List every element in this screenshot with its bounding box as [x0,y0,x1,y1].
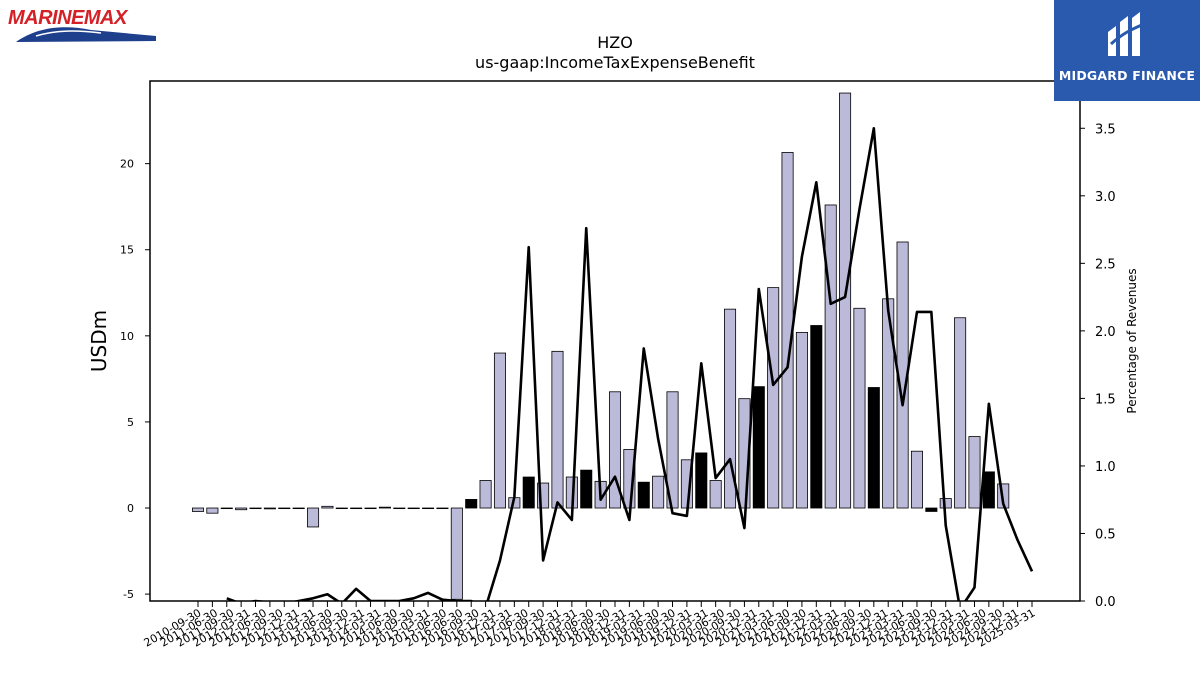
y-tick-label: 0 [127,502,134,515]
bar [695,452,708,509]
bar [235,507,248,511]
company-logo: MARINEMAX [8,7,156,42]
plot-frame [149,80,1081,602]
bar [191,507,205,512]
y-right-tick-label: 0.0 [1095,595,1116,610]
bar [263,507,276,510]
bar [335,507,348,510]
bar [839,92,852,509]
bar [810,325,823,509]
bar [652,475,665,509]
company-logo-text: MARINEMAX [8,7,129,29]
bar [307,507,320,528]
chart-title: HZO [597,33,633,52]
bar [925,507,938,512]
bar [422,507,435,510]
y-tick-label: -5 [123,588,134,601]
bar [206,507,219,514]
bar [436,507,449,510]
bar [709,480,722,509]
bar [292,507,305,510]
bar [479,480,492,509]
y-axis-right-label: Percentage of Revenues [1125,268,1139,413]
y-right-tick-label: 2.0 [1095,325,1116,340]
bar [910,450,923,509]
series-line [226,126,1034,601]
bar [465,499,478,509]
y-right-tick-label: 1.5 [1095,392,1116,407]
bar [637,481,650,509]
bar [968,436,981,509]
y-right-tick-label: 3.5 [1095,122,1116,137]
bar [867,387,880,509]
y-tick-label: 20 [120,158,134,171]
bar [522,476,535,509]
y-right-tick-label: 0.5 [1095,527,1116,542]
bar [278,507,291,510]
bar [724,308,737,509]
bar [220,507,233,510]
bar [450,507,463,600]
bar [537,482,550,509]
bar [767,287,780,509]
y-axis-label: USDm [87,310,111,372]
bar [752,386,765,509]
bar [853,307,866,509]
y-right-tick-label: 2.5 [1095,257,1116,272]
y-tick-label: 15 [120,244,134,257]
bar [824,204,837,509]
y-right-tick-label: 1.0 [1095,460,1116,475]
midgard-finance-badge: MIDGARD FINANCE [1054,0,1200,101]
y-right-tick-label: 3.0 [1095,190,1116,205]
badge-text: MIDGARD FINANCE [1058,68,1196,83]
y-tick-label: 10 [120,330,134,343]
bar [608,391,622,509]
bar [795,331,808,509]
chart-subtitle: us-gaap:IncomeTaxExpenseBenefit [475,53,755,72]
bar [407,507,420,510]
wave-icon [16,27,156,42]
bar [378,506,391,509]
bar [580,469,593,509]
bar [350,507,363,510]
bar [954,317,967,509]
bar [551,350,564,509]
bar [982,471,995,509]
y-tick-label: 5 [127,416,134,429]
midgard-logo-icon [1108,12,1145,56]
bar [249,507,262,510]
bar [393,507,406,510]
bar [321,505,334,509]
bar [364,507,377,510]
bar [493,352,506,509]
